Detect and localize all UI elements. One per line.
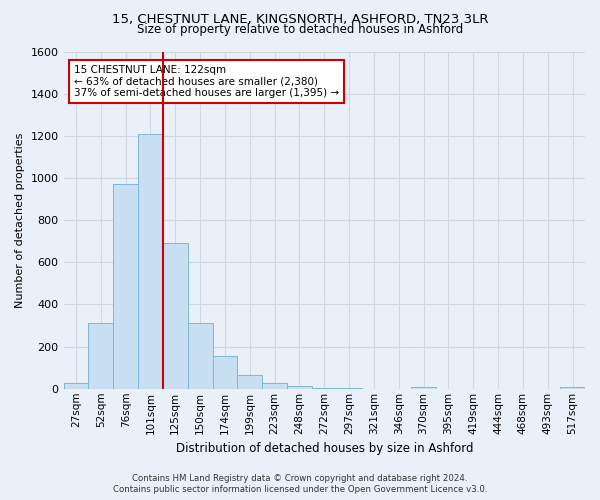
Bar [337, 388, 362, 389]
Bar [560, 386, 585, 389]
Bar [163, 244, 188, 389]
Text: Size of property relative to detached houses in Ashford: Size of property relative to detached ho… [137, 22, 463, 36]
Text: Contains HM Land Registry data © Crown copyright and database right 2024.
Contai: Contains HM Land Registry data © Crown c… [113, 474, 487, 494]
Bar [312, 388, 337, 389]
Bar [212, 356, 238, 389]
Bar [411, 386, 436, 389]
X-axis label: Distribution of detached houses by size in Ashford: Distribution of detached houses by size … [176, 442, 473, 455]
Text: 15 CHESTNUT LANE: 122sqm
← 63% of detached houses are smaller (2,380)
37% of sem: 15 CHESTNUT LANE: 122sqm ← 63% of detach… [74, 65, 339, 98]
Bar [113, 184, 138, 389]
Bar [88, 324, 113, 389]
Bar [287, 386, 312, 389]
Text: 15, CHESTNUT LANE, KINGSNORTH, ASHFORD, TN23 3LR: 15, CHESTNUT LANE, KINGSNORTH, ASHFORD, … [112, 12, 488, 26]
Bar [138, 134, 163, 389]
Bar [64, 384, 88, 389]
Bar [262, 384, 287, 389]
Bar [188, 324, 212, 389]
Y-axis label: Number of detached properties: Number of detached properties [15, 132, 25, 308]
Bar [238, 375, 262, 389]
